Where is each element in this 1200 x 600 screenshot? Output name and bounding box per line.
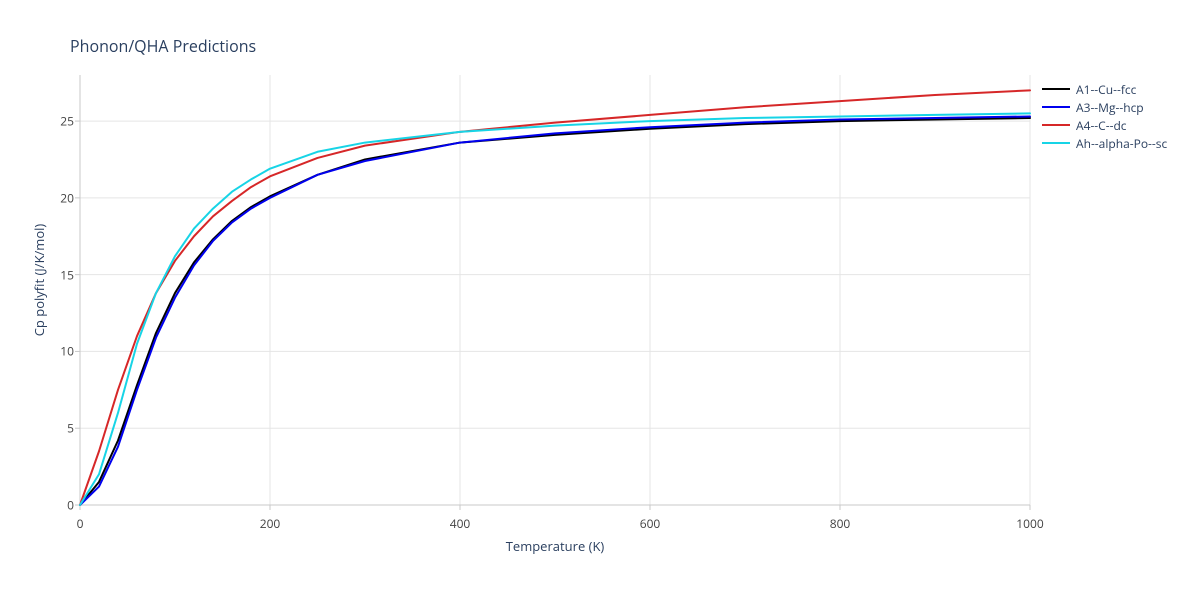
series-line[interactable] <box>80 113 1030 505</box>
legend-label: A1--Cu--fcc <box>1076 81 1136 98</box>
legend: A1--Cu--fccA3--Mg--hcpA4--C--dcAh--alpha… <box>1042 80 1167 152</box>
legend-swatch <box>1042 88 1070 90</box>
chart-title: Phonon/QHA Predictions <box>70 35 256 57</box>
legend-item[interactable]: Ah--alpha-Po--sc <box>1042 134 1167 152</box>
x-tick-label: 200 <box>260 515 281 532</box>
x-tick-label: 800 <box>830 515 851 532</box>
y-tick-label: 25 <box>52 113 74 130</box>
legend-swatch <box>1042 124 1070 126</box>
legend-item[interactable]: A1--Cu--fcc <box>1042 80 1167 98</box>
series-line[interactable] <box>80 116 1030 505</box>
x-axis-label: Temperature (K) <box>495 537 615 555</box>
series-line[interactable] <box>80 118 1030 505</box>
y-tick-label: 0 <box>52 497 74 514</box>
legend-label: A3--Mg--hcp <box>1076 99 1144 116</box>
y-axis-label: Cp polyfit (J/K/mol) <box>30 200 48 360</box>
y-tick-label: 15 <box>52 266 74 283</box>
legend-item[interactable]: A3--Mg--hcp <box>1042 98 1167 116</box>
legend-label: Ah--alpha-Po--sc <box>1076 135 1167 152</box>
y-tick-label: 20 <box>52 189 74 206</box>
y-tick-label: 5 <box>52 420 74 437</box>
x-tick-label: 600 <box>640 515 661 532</box>
x-tick-label: 1000 <box>1016 515 1043 532</box>
plot-area <box>80 75 1030 505</box>
chart-container: Phonon/QHA Predictions Temperature (K) C… <box>0 0 1200 600</box>
x-tick-label: 0 <box>77 515 84 532</box>
legend-label: A4--C--dc <box>1076 117 1127 134</box>
legend-swatch <box>1042 106 1070 108</box>
y-tick-label: 10 <box>52 343 74 360</box>
legend-item[interactable]: A4--C--dc <box>1042 116 1167 134</box>
x-tick-label: 400 <box>450 515 471 532</box>
legend-swatch <box>1042 142 1070 144</box>
series-line[interactable] <box>80 90 1030 505</box>
